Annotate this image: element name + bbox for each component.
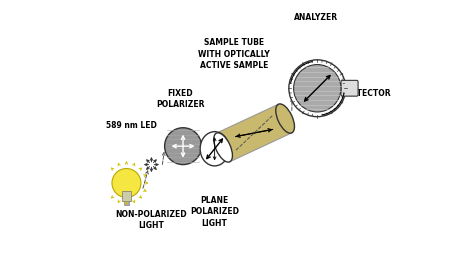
Ellipse shape: [293, 65, 341, 112]
Ellipse shape: [164, 128, 201, 165]
FancyBboxPatch shape: [217, 104, 292, 162]
Text: NON-POLARIZED
LIGHT: NON-POLARIZED LIGHT: [116, 210, 187, 230]
Text: 589 nm LED: 589 nm LED: [106, 120, 157, 130]
FancyBboxPatch shape: [341, 80, 358, 96]
FancyBboxPatch shape: [122, 191, 131, 201]
Circle shape: [289, 60, 346, 117]
FancyBboxPatch shape: [124, 201, 129, 205]
Circle shape: [112, 169, 141, 197]
Ellipse shape: [214, 133, 232, 162]
Text: FIXED
POLARIZER: FIXED POLARIZER: [156, 89, 205, 109]
Ellipse shape: [276, 104, 294, 133]
Ellipse shape: [200, 132, 229, 166]
Text: PLANE
POLARIZED
LIGHT: PLANE POLARIZED LIGHT: [190, 196, 239, 228]
Text: ANALYZER: ANALYZER: [294, 13, 338, 22]
Text: SAMPLE TUBE
WITH OPTICALLY
ACTIVE SAMPLE: SAMPLE TUBE WITH OPTICALLY ACTIVE SAMPLE: [199, 38, 270, 70]
Text: DETECTOR: DETECTOR: [345, 89, 391, 98]
